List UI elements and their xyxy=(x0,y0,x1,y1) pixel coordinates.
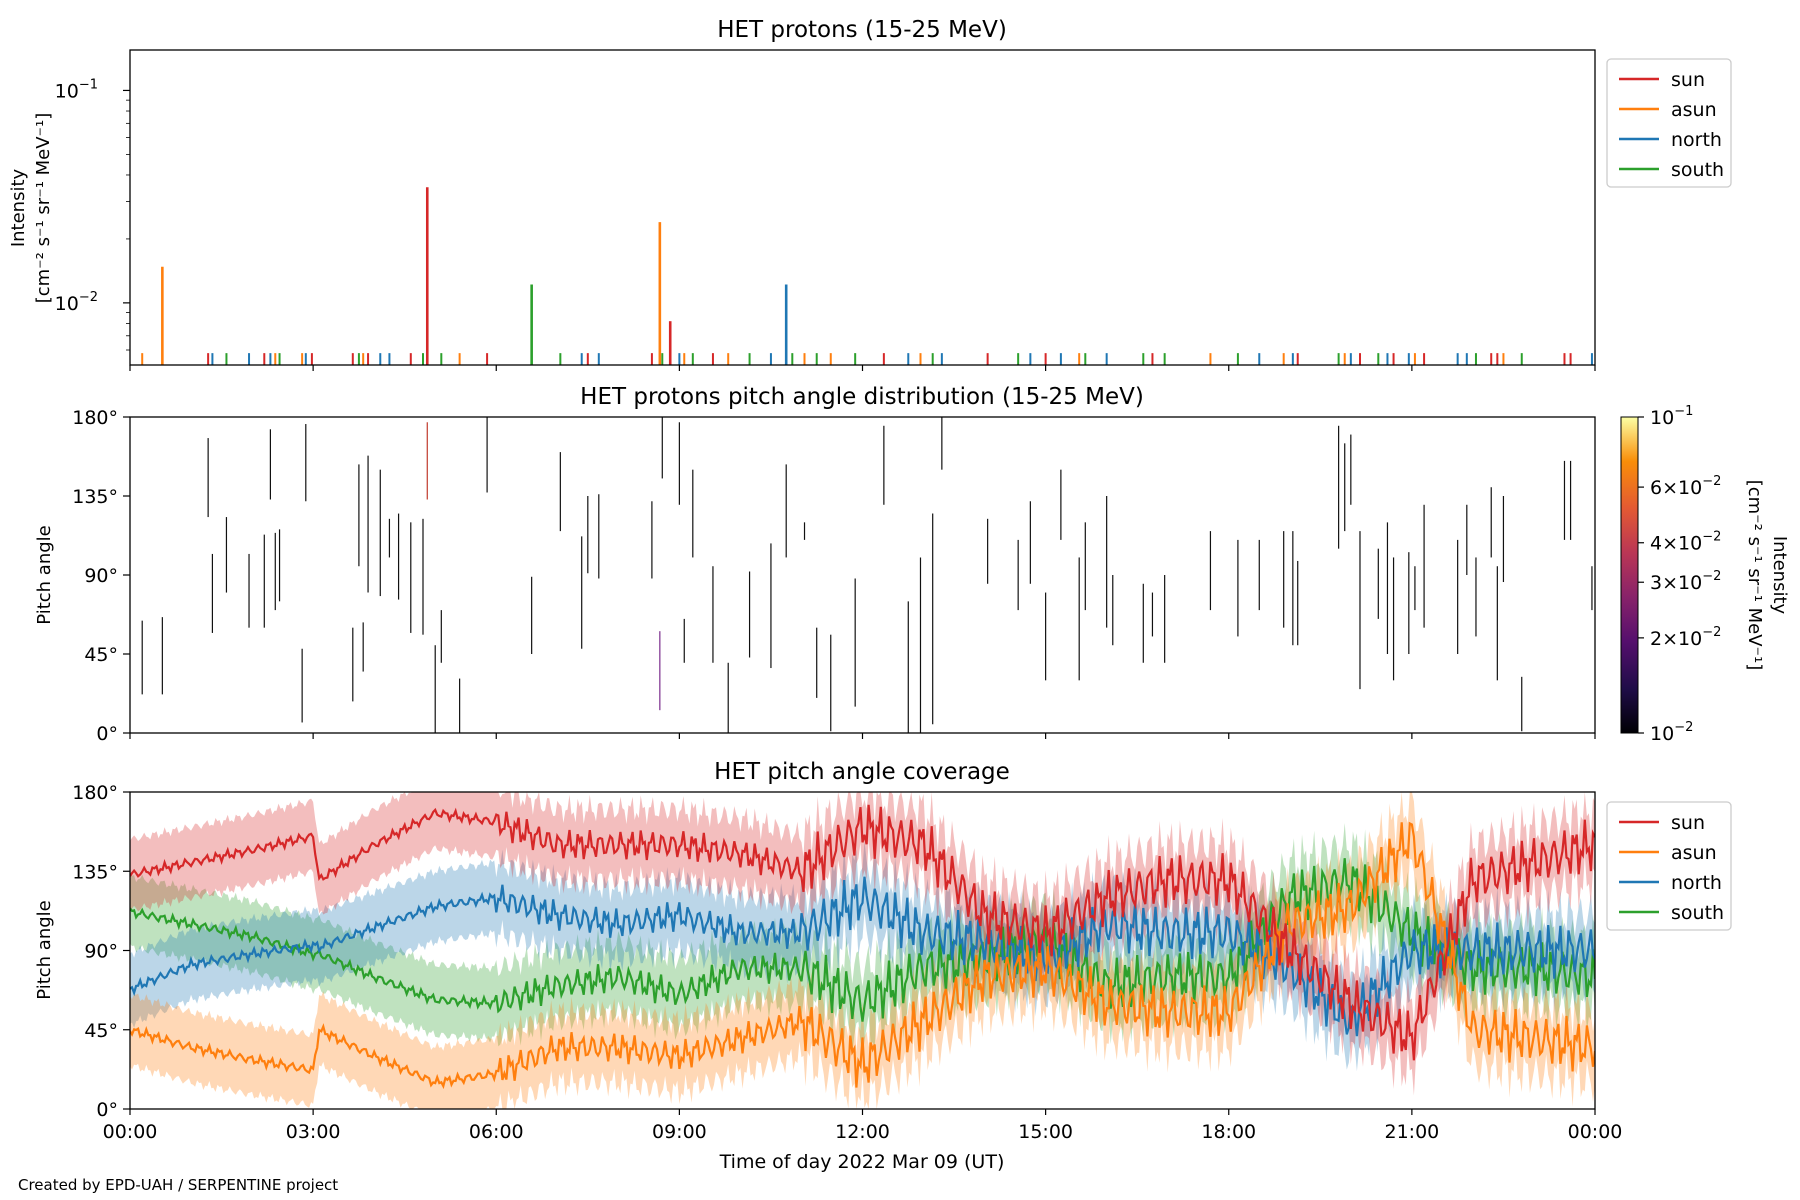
legend-label-sun: sun xyxy=(1671,69,1705,91)
y-tick-label: 45° xyxy=(84,1020,118,1042)
legend-label-asun: asun xyxy=(1671,842,1717,864)
colorbar-tick-label: 10−2 xyxy=(1650,720,1693,745)
legend-label-south: south xyxy=(1671,902,1724,924)
panel3-title: HET pitch angle coverage xyxy=(714,759,1010,785)
legend-label-north: north xyxy=(1671,129,1722,151)
legend-frame xyxy=(1606,801,1732,931)
x-tick-label: 00:00 xyxy=(103,1121,158,1143)
legend-label-south: south xyxy=(1671,159,1724,181)
x-tick-label: 00:00 xyxy=(1568,1121,1623,1143)
coverage-band-sun xyxy=(130,792,1595,1096)
panel2-ylabel: Pitch angle xyxy=(34,525,55,624)
y-tick-label: 10−2 xyxy=(55,290,98,315)
y-tick-label: 180° xyxy=(72,407,118,429)
panel2-plot: 0° 45° 90° 135° 180° xyxy=(72,407,1596,745)
colorbar: 10−1 6×10−2 4×10−2 3×10−2 2×10−2 10−2 Intensi… xyxy=(1620,404,1790,745)
panel1-title: HET protons (15-25 MeV) xyxy=(717,17,1007,43)
legend-frame xyxy=(1606,58,1732,188)
x-tick-label: 06:00 xyxy=(469,1121,524,1143)
colorbar-tick-label: 4×10−2 xyxy=(1650,530,1721,555)
y-tick-label: 135° xyxy=(72,861,118,883)
colorbar-label-line2: [cm⁻² s⁻¹ sr⁻¹ MeV⁻¹] xyxy=(1744,480,1765,671)
panel1-legend: sun asun north south xyxy=(1606,58,1732,188)
legend-label-sun: sun xyxy=(1671,812,1705,834)
x-tick-label: 15:00 xyxy=(1018,1121,1073,1143)
panel3-legend: sun asun north south xyxy=(1606,801,1732,931)
x-tick-label: 21:00 xyxy=(1384,1121,1439,1143)
y-tick-label: 10−1 xyxy=(55,77,98,102)
colorbar-tick-label: 2×10−2 xyxy=(1650,625,1721,650)
x-tick-label: 03:00 xyxy=(286,1121,341,1143)
legend-label-north: north xyxy=(1671,872,1722,894)
coverage-line-asun xyxy=(130,821,1595,1090)
coverage-line-sun xyxy=(130,804,1595,1061)
colorbar-gradient xyxy=(1620,416,1639,734)
coverage-band-asun xyxy=(130,792,1595,1109)
credit-text: Created by EPD-UAH / SERPENTINE project xyxy=(18,1176,339,1194)
x-tick-label: 12:00 xyxy=(835,1121,890,1143)
colorbar-tick-label: 6×10−2 xyxy=(1650,474,1721,499)
panel1-plot: 10−1 10−2 xyxy=(55,49,1596,371)
y-tick-label: 0° xyxy=(96,1099,118,1121)
x-tick-label: 18:00 xyxy=(1201,1121,1256,1143)
x-tick-label: 09:00 xyxy=(652,1121,707,1143)
panel2-title: HET protons pitch angle distribution (15… xyxy=(580,384,1144,410)
colorbar-tick-label: 3×10−2 xyxy=(1650,569,1721,594)
panel1-ylabel-line1: Intensity xyxy=(8,168,29,247)
y-tick-label: 90° xyxy=(84,565,118,587)
y-tick-label: 45° xyxy=(84,644,118,666)
x-axis-label: Time of day 2022 Mar 09 (UT) xyxy=(719,1151,1005,1173)
colorbar-tick-label: 10−1 xyxy=(1650,404,1693,429)
y-tick-label: 0° xyxy=(96,723,118,745)
colorbar-label-line1: Intensity xyxy=(1769,536,1790,615)
legend-label-asun: asun xyxy=(1671,99,1717,121)
y-tick-label: 135° xyxy=(72,486,118,508)
y-tick-label: 90° xyxy=(84,941,118,963)
panel1-ylabel-line2: [cm⁻² s⁻¹ sr⁻¹ MeV⁻¹] xyxy=(33,113,54,304)
panel3-ylabel: Pitch angle xyxy=(34,900,55,999)
panel3-plot: 0° 45° 90° 135° 180° 00:00 03:00 06:00 09:00 12:0… xyxy=(72,782,1622,1143)
y-tick-label: 180° xyxy=(72,782,118,804)
